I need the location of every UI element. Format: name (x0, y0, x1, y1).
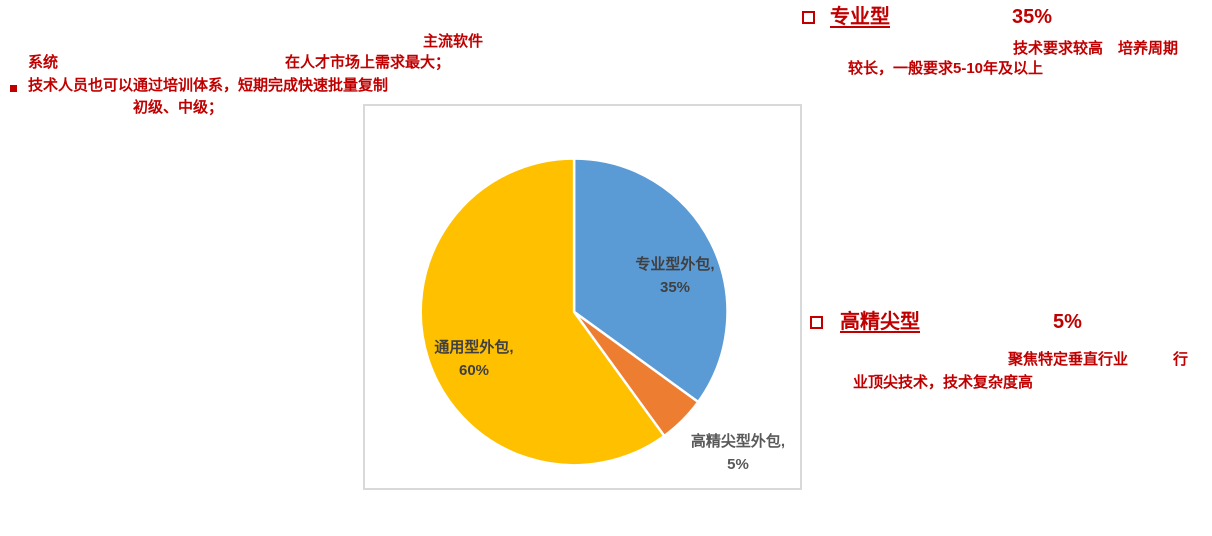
chart-area[interactable]: 专业型外包, 35% 通用型外包, 60% 高精尖型外包, 5% (363, 104, 802, 490)
pie-label-highend-line2: 5% (727, 456, 749, 473)
annotation-mainstream-software: 主流软件 (423, 33, 484, 50)
hollow-square-bullet-icon (802, 11, 815, 24)
highend-value: 5% (1053, 311, 1082, 333)
professional-title: 专业型 (830, 6, 890, 28)
annotation-market-demand: 在人才市场上需求最大； (285, 54, 451, 71)
professional-desc-line1: 技术要求较高 培养周期 (1013, 40, 1179, 57)
pie-label-general-line2: 60% (458, 362, 490, 379)
pie-label-professional: 专业型外包, 35% (635, 253, 714, 299)
pie-label-highend-line1: 高精尖型外包, (690, 433, 786, 450)
hollow-square-bullet-icon (810, 316, 823, 329)
annotation-levels: 初级、中级； (133, 99, 224, 116)
annotation-system: 系统 (28, 54, 59, 71)
pie-label-professional-line1: 专业型外包, (635, 256, 715, 273)
pie-label-general-line1: 通用型外包, (434, 339, 514, 356)
pie-chart-svg (419, 157, 729, 467)
highend-title: 高精尖型 (840, 311, 920, 333)
professional-value: 35% (1012, 6, 1053, 28)
pie-label-highend: 高精尖型外包, 5% (691, 430, 785, 476)
pie-label-general: 通用型外包, 60% (434, 336, 513, 382)
pie-slice-professional[interactable] (572, 157, 729, 404)
filled-square-bullet-icon (10, 85, 17, 92)
pie-label-professional-line2: 35% (659, 279, 691, 296)
highend-desc-line1a: 聚焦特定垂直行业 (1008, 351, 1129, 368)
pie-slice-general[interactable] (419, 157, 666, 467)
highend-desc-line1b: 行 (1173, 351, 1189, 368)
annotation-training: 技术人员也可以通过培训体系，短期完成快速批量复制 (28, 77, 389, 94)
professional-desc-line2: 较长，一般要求5-10年及以上 (848, 60, 1044, 77)
highend-desc-line2: 业顶尖技术，技术复杂度高 (853, 374, 1034, 391)
